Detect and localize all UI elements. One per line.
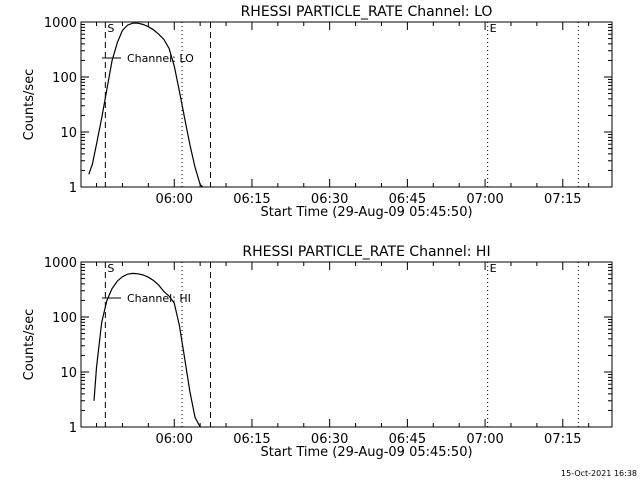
panel2-y-tick-label: 10 <box>60 366 77 381</box>
panel2-x-tick-label: 07:15 <box>544 432 581 447</box>
panel2-marker-label: S <box>107 262 114 275</box>
panel1-x-tick-label: 06:30 <box>311 192 348 207</box>
panel2-series-line <box>93 272 201 428</box>
panel1-legend-label: Channel: LO <box>127 52 194 65</box>
panel1-x-tick-label: 06:15 <box>233 192 270 207</box>
panel2-x-tick-label: 07:00 <box>466 432 503 447</box>
panel1-chart-title: RHESSI PARTICLE_RATE Channel: LO <box>241 4 493 20</box>
panel2-x-axis-label: Start Time (29-Aug-09 05:45:50) <box>260 445 472 460</box>
footer-timestamp: 15-Oct-2021 16:38 <box>561 469 637 478</box>
panel2-y-tick-label: 100 <box>52 311 77 326</box>
panel2-y-tick-label: 1 <box>69 421 77 436</box>
panel1-x-tick-label: 06:00 <box>156 192 193 207</box>
panel1-x-axis-label: Start Time (29-Aug-09 05:45:50) <box>260 205 472 220</box>
panel2-x-tick-label: 06:45 <box>389 432 426 447</box>
panel1-x-tick-label: 06:45 <box>389 192 426 207</box>
panel2-marker-label: E <box>490 262 497 275</box>
panel2-legend-label: Channel: HI <box>127 292 191 305</box>
panel2-x-tick-label: 06:30 <box>311 432 348 447</box>
panel1-marker-label: S <box>107 22 114 35</box>
panel2-x-tick-label: 06:15 <box>233 432 270 447</box>
panel1-marker-label: E <box>490 22 497 35</box>
panel1-x-tick-label: 07:00 <box>466 192 503 207</box>
panel1-y-tick-label: 100 <box>52 71 77 86</box>
panel2-y-axis-label: Counts/sec <box>22 309 37 381</box>
panel1-y-tick-label: 1 <box>69 181 77 196</box>
panel1-y-axis-label: Counts/sec <box>22 69 37 141</box>
panel1-plot-frame <box>80 21 613 188</box>
panel1-y-tick-label: 1000 <box>44 16 77 31</box>
panel2-plot-frame <box>80 261 613 428</box>
panel1-series-line <box>88 22 204 188</box>
panel2-y-tick-label: 1000 <box>44 256 77 271</box>
panel1-y-tick-label: 10 <box>60 126 77 141</box>
panel2-chart-title: RHESSI PARTICLE_RATE Channel: HI <box>242 244 490 260</box>
panel1-x-tick-label: 07:15 <box>544 192 581 207</box>
panel2-x-tick-label: 06:00 <box>156 432 193 447</box>
